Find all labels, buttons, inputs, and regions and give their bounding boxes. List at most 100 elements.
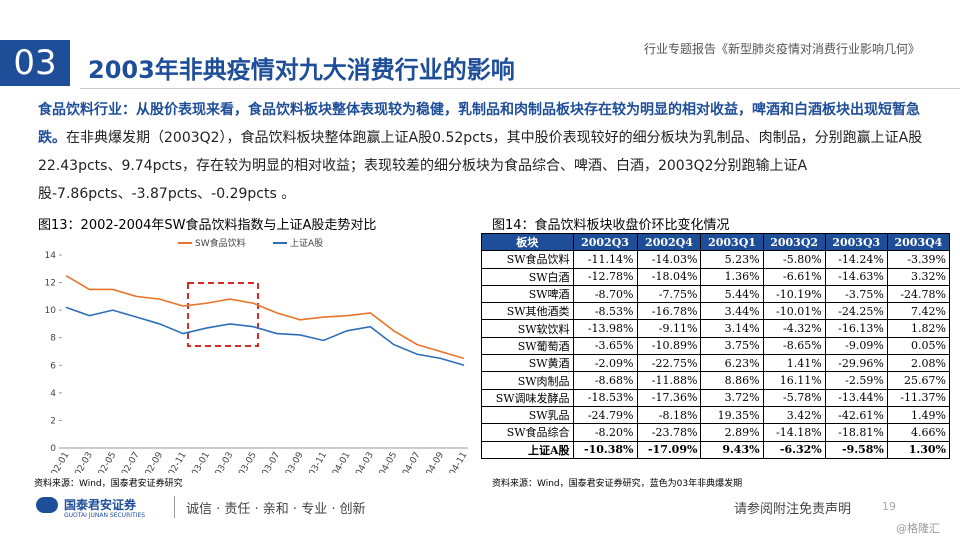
table-row: SW黄酒 -2.09% -22.75% 6.23% 1.41% -29.96% 2.08% (481, 354, 951, 373)
table-cell: -18.81% (824, 423, 888, 442)
table-cell: SW调味发酵品 (481, 388, 574, 407)
table-cell: 1.36% (700, 267, 764, 286)
chart-source: 资料来源：Wind，国泰君安证券研究 (34, 479, 183, 489)
table-cell: -5.80% (762, 250, 826, 269)
table-cell: 5.23% (700, 250, 764, 269)
table-cell: -9.09% (824, 336, 888, 356)
table-cell: 25.67% (886, 371, 951, 390)
table-cell: -3.65% (572, 336, 638, 356)
table-cell: -2.09% (572, 354, 638, 373)
table-cell: 4.66% (886, 423, 951, 442)
table-cell: -18.04% (636, 267, 702, 286)
table-cell: -10.89% (636, 336, 702, 356)
table-cell: -2.59% (824, 371, 888, 390)
table-cell: 2003Q1 (700, 232, 764, 252)
table-cell: -13.44% (824, 388, 888, 407)
table-row: SW食品饮料 -11.14% -14.03% 5.23% -5.80% -14.24% -3… (481, 250, 951, 269)
table: 板块 2002Q3 2002Q4 2003Q1 2003Q2 2003Q3 2003Q4 SW… (481, 232, 951, 459)
table-cell: -4.32% (762, 319, 826, 338)
table-cell: -14.18% (762, 423, 826, 442)
table-cell: 2002Q4 (636, 232, 702, 252)
report-title: 行业专题报告《新型肺炎疫情对消费行业影响几何》 (643, 42, 920, 56)
table-cell: 3.75% (700, 336, 764, 356)
table-cell: -11.14% (572, 250, 638, 269)
table-cell: -14.24% (824, 250, 888, 269)
table-cell: -14.03% (636, 250, 702, 269)
table-cell: SW黄酒 (481, 354, 574, 373)
table-cell: SW食品饮料 (481, 250, 574, 269)
table-cell: -5.78% (762, 388, 826, 407)
y-tick-label: 2 (50, 416, 56, 426)
table-row: SW调味发酵品 -18.53% -17.36% 3.72% -5.78% -13.44% -… (481, 388, 951, 407)
page-number: 19 (882, 500, 896, 513)
table-cell: 8.86% (700, 371, 764, 390)
table-row: SW葡萄酒 -3.65% -10.89% 3.75% -8.65% -9.09% 0.05% (481, 336, 951, 356)
x-tick-label: 2003-05 (231, 451, 258, 474)
table-cell: 1.30% (886, 440, 951, 459)
table-cell: 9.43% (700, 440, 764, 459)
table-cell: 2.89% (700, 423, 764, 442)
table-cell: -42.61% (824, 405, 888, 425)
table-row: SW啤酒 -8.70% -7.75% 5.44% -10.19% -3.75% -24.78… (481, 284, 951, 304)
table-row: SW肉制品 -8.68% -11.88% 8.86% 16.11% -2.59% 25.67… (481, 371, 951, 390)
table-cell: 2.08% (886, 354, 951, 373)
table-cell: 上证A股 (481, 440, 574, 459)
x-tick-label: 2003-03 (208, 451, 235, 474)
table-cell: SW肉制品 (481, 371, 574, 390)
table-cell: -11.88% (636, 371, 702, 390)
table-cell: 3.32% (886, 267, 951, 286)
y-tick-label: 12 (45, 279, 56, 289)
table-cell: -22.75% (636, 354, 702, 373)
table-cell: -9.58% (824, 440, 888, 459)
header-rule (80, 88, 960, 89)
table-cell: -8.68% (572, 371, 638, 390)
table-cell: 5.44% (700, 284, 764, 304)
table-caption: 图14：食品饮料板块收盘价环比变化情况 (492, 218, 730, 233)
x-tick-label: 2002-01 (44, 451, 71, 474)
table-cell: -24.25% (824, 302, 888, 321)
x-tick-label: 2003-09 (278, 450, 306, 473)
paragraph: 食品饮料行业：从股价表现来看，食品饮料板块整体表现较为稳健，乳制品和肉制品板块存… (38, 96, 938, 208)
table-cell: -8.53% (572, 302, 638, 321)
table-cell: 板块 (481, 232, 574, 252)
chart: 024681012142002-012002-032002-052002-072… (44, 237, 469, 474)
x-tick-label: 2002-05 (91, 451, 118, 474)
table-cell: 2003Q2 (762, 232, 826, 252)
table-cell: 0.05% (886, 336, 951, 356)
series-line (65, 274, 465, 360)
table-cell: 7.42% (886, 302, 951, 321)
table-cell: 2003Q3 (824, 232, 888, 252)
table-row: 板块 2002Q3 2002Q4 2003Q1 2003Q2 2003Q3 2003Q4 (481, 232, 951, 252)
table-cell: -8.65% (762, 336, 826, 356)
legend-label: SW食品饮料 (195, 237, 246, 249)
company-en: GUOTAI JUNAN SECURITIES (64, 512, 146, 519)
table-cell: -6.32% (762, 440, 826, 459)
table-cell: SW白酒 (481, 267, 574, 286)
slogan: 诚信 · 责任 · 亲和 · 专业 · 创新 (186, 502, 366, 517)
legend-label: 上证A股 (290, 238, 323, 249)
table-cell: 1.49% (886, 405, 951, 425)
table-cell: -17.09% (636, 440, 702, 459)
y-tick-label: 8 (50, 334, 56, 344)
table-cell: 3.42% (762, 405, 826, 425)
disclaimer: 请参阅附注免责声明 (734, 502, 852, 517)
y-tick-label: 0 (50, 444, 56, 454)
series-line (65, 306, 465, 367)
x-tick-label: 2003-07 (255, 451, 282, 474)
lead: 食品饮料行业：从股价表现来看，食品饮料板块整体表现较为稳健，乳制品和肉制品板块存… (38, 102, 920, 146)
table-cell: 1.82% (886, 319, 951, 338)
x-tick-label: 2004-01 (325, 451, 352, 474)
x-tick-label: 2002-03 (68, 451, 95, 474)
table-row: SW其他酒类 -8.53% -16.78% 3.44% -10.01% -24.25% 7.… (481, 302, 951, 321)
table-cell: -3.39% (886, 250, 951, 269)
x-tick-label: 2003-11 (302, 451, 329, 474)
table-cell: -12.78% (572, 267, 638, 286)
table-cell: -29.96% (824, 354, 888, 373)
table-cell: SW软饮料 (481, 319, 574, 338)
table-cell: 19.35% (700, 405, 764, 425)
x-tick-label: 2004-09 (419, 450, 447, 473)
table-cell: -8.20% (572, 423, 638, 442)
table-cell: -8.70% (572, 284, 638, 304)
table-cell: 1.41% (762, 354, 826, 373)
table-row: SW乳品 -24.79% -8.18% 19.35% 3.42% -42.61% 1.49% (481, 405, 951, 425)
